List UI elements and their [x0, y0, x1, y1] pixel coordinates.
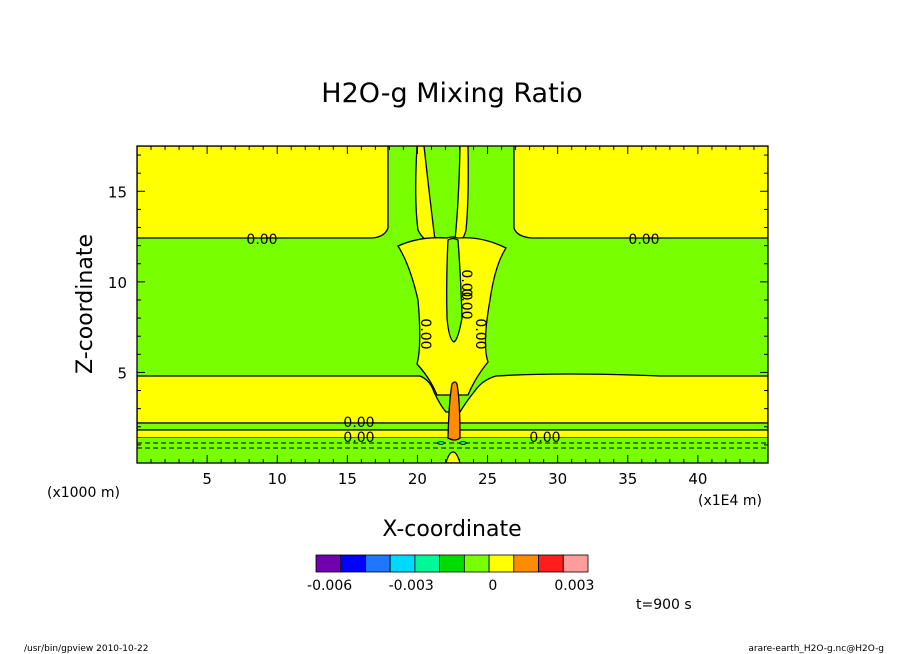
colorbar-swatch	[365, 554, 391, 573]
contour-label: 0.00	[343, 430, 374, 446]
x-axis-title: X-coordinate	[382, 517, 521, 542]
x-tick-label: 30	[548, 470, 567, 488]
x-tick-label: 40	[688, 470, 707, 488]
plot-frame	[136, 145, 769, 464]
colorbar-tick-label: 0	[488, 578, 497, 594]
contour-labels: 0.00 0.000.000.00 0.000.000.000.00 0.00	[246, 232, 659, 446]
colorbar-tick-label: -0.006	[307, 578, 352, 594]
field-orange-plume	[447, 381, 461, 441]
field-yellow-surface-bump	[445, 451, 461, 463]
colorbar-swatch	[340, 554, 366, 573]
y-tick-label: 10	[108, 274, 127, 292]
colorbar-swatch	[389, 554, 416, 573]
colorbar-tick-label: -0.003	[389, 578, 434, 594]
colorbar-tick-label: 0.003	[554, 578, 594, 594]
colorbar-swatch	[463, 554, 490, 573]
plot-area	[137, 146, 768, 463]
y-tick-label: 15	[108, 183, 127, 201]
colorbar-swatch	[439, 554, 465, 573]
footer-left: /usr/bin/gpview 2010-10-22	[24, 644, 148, 654]
field-cyan-spot	[436, 441, 446, 445]
footer-right: arare-earth_H2O-g.nc@H2O-g	[748, 644, 884, 654]
contour-label: 0.00	[529, 430, 560, 446]
colorbar: -0.006 -0.003 0 0.003	[307, 554, 594, 594]
x-unit-label: (x1000 m)	[47, 485, 120, 501]
field-yellow-upper-left	[137, 146, 389, 239]
x-tick-label: 20	[408, 470, 427, 488]
colorbar-swatch	[562, 554, 589, 573]
time-label: t=900 s	[636, 597, 692, 613]
x-tick-label: 25	[478, 470, 497, 488]
contour-label: 0.00	[246, 232, 277, 248]
x-tick-label: 35	[618, 470, 637, 488]
x-tick-label: 15	[338, 470, 357, 488]
y-axis: 5 10 15	[108, 154, 768, 446]
field-yellow-upper-right	[513, 146, 768, 239]
contour-label: 0.00	[417, 318, 433, 349]
x-tick-label: 10	[268, 470, 287, 488]
contour-label: 0.00	[628, 232, 659, 248]
contour-label: 0.00	[458, 269, 474, 300]
colorbar-swatch	[513, 554, 539, 573]
chart-title: H2O-g Mixing Ratio	[321, 78, 582, 109]
contour-label: 0.00	[343, 415, 374, 431]
x-scale-note: (x1E4 m)	[698, 493, 762, 509]
y-tick-label: 5	[117, 364, 127, 382]
field-yellow-lower-band	[137, 373, 768, 424]
colorbar-swatch	[315, 554, 342, 573]
x-tick-label: 5	[202, 470, 212, 488]
field-green-tongue	[446, 237, 463, 343]
colorbar-swatch	[414, 554, 441, 573]
x-axis: 5 10 15 20 25 30 35 40	[150, 146, 755, 488]
contour-label: 0.00	[472, 318, 488, 349]
field-cyan-spot-2	[458, 441, 468, 445]
contour-label: 0.00	[458, 288, 474, 319]
colorbar-swatch	[538, 554, 564, 573]
colorbar-swatch	[488, 554, 515, 573]
y-axis-title: Z-coordinate	[73, 234, 98, 374]
